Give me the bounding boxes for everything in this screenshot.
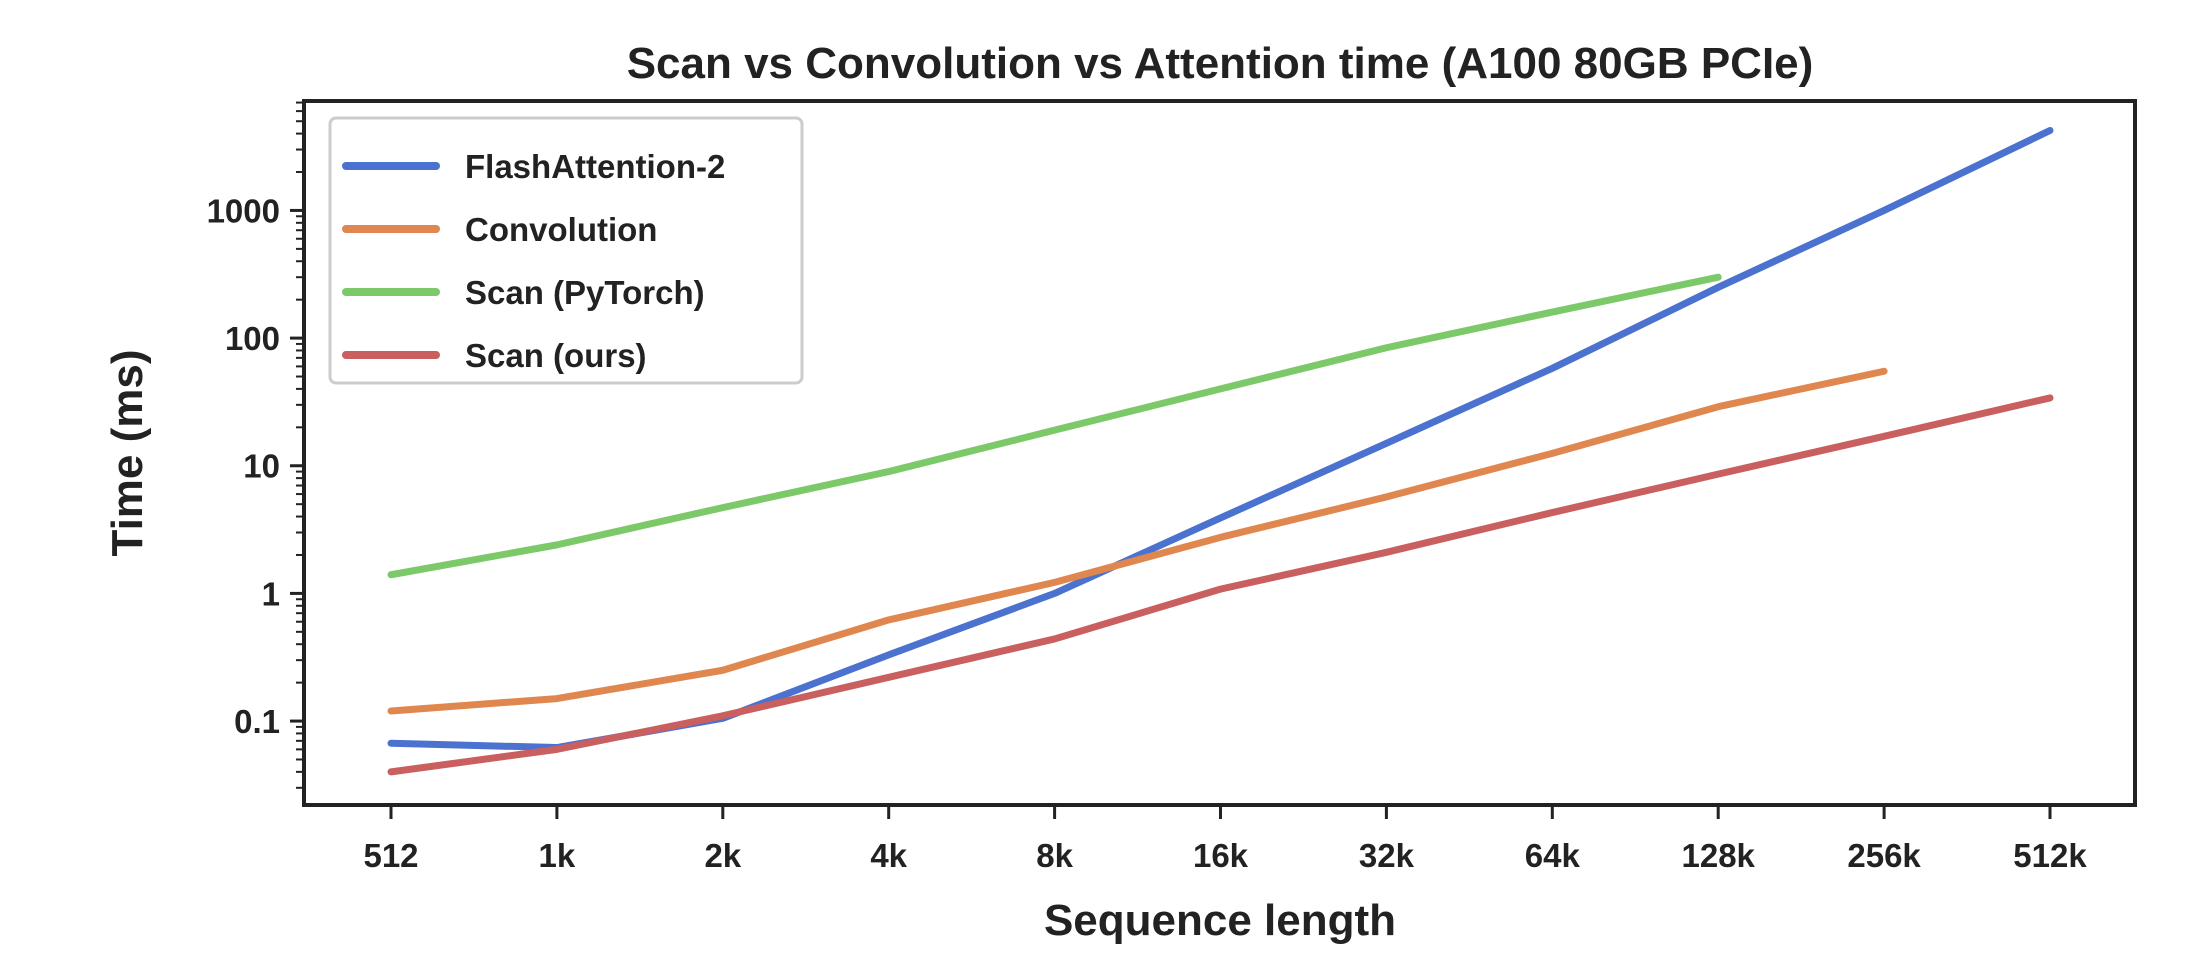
- y-tick-label: 0.1: [234, 703, 280, 740]
- series-line-convolution: [387, 367, 1888, 715]
- x-tick-label: 2k: [704, 837, 741, 874]
- x-tick-label: 64k: [1525, 837, 1581, 874]
- legend-label: FlashAttention-2: [465, 148, 725, 185]
- x-tick-label: 8k: [1036, 837, 1073, 874]
- x-tick-label: 256k: [1847, 837, 1921, 874]
- legend: FlashAttention-2 Convolution Scan (PyTorch…: [328, 116, 804, 385]
- y-tick-label: 1000: [207, 192, 280, 229]
- x-axis-label: Sequence length: [1044, 896, 1396, 945]
- x-tick-label: 512k: [2013, 837, 2087, 874]
- legend-label: Scan (PyTorch): [465, 274, 705, 311]
- y-axis-label: Time (ms): [103, 349, 152, 556]
- y-tick-label: 1: [262, 575, 280, 612]
- chart-title: Scan vs Convolution vs Attention time (A…: [627, 39, 1814, 88]
- legend-label: Convolution: [465, 211, 657, 248]
- x-tick-label: 32k: [1359, 837, 1415, 874]
- x-tick-label: 1k: [539, 837, 576, 874]
- x-tick-label: 16k: [1193, 837, 1249, 874]
- y-tick-label: 10: [243, 448, 280, 485]
- plot-frame: [302, 99, 2137, 807]
- legend-box: [328, 116, 804, 385]
- x-tick-label: 128k: [1681, 837, 1755, 874]
- x-tick-label: 4k: [870, 837, 907, 874]
- x-tick-label: 512: [363, 837, 418, 874]
- series-line-scan-ours: [387, 394, 2054, 776]
- y-tick-label: 100: [225, 320, 280, 357]
- legend-label: Scan (ours): [465, 337, 647, 374]
